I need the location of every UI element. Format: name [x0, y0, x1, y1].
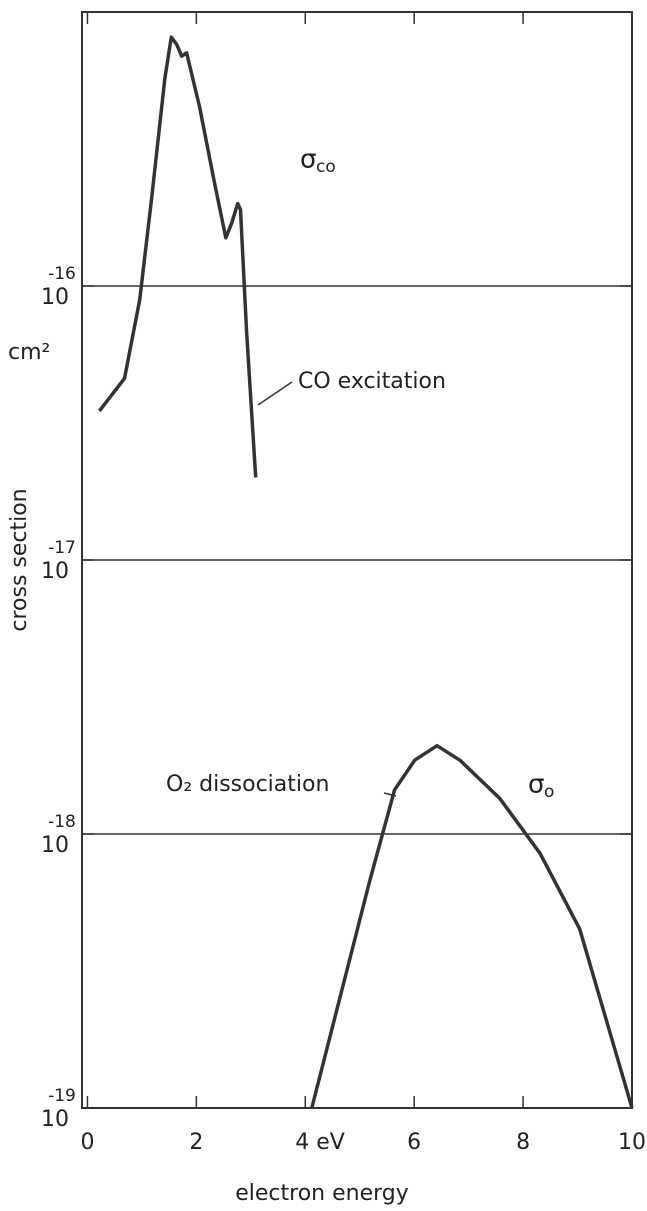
y-tick-exponent: -17	[48, 538, 76, 558]
annotation-symbol: σ	[528, 770, 544, 800]
annotation-subscript: o	[544, 782, 554, 802]
y-tick-label: 10	[41, 285, 69, 310]
x-tick-label: 2	[189, 1130, 203, 1155]
x-tick-label: 10	[618, 1130, 646, 1155]
annotation: σ co	[300, 145, 336, 178]
series-line	[310, 743, 634, 1109]
y-tick-exponent: -19	[48, 1086, 76, 1106]
x-tick-label: 0	[80, 1130, 94, 1155]
x-tick-label: 6	[407, 1130, 421, 1155]
x-axis-label: electron energy	[235, 1181, 409, 1206]
y-tick-label: 10	[41, 833, 69, 858]
y-tick-label: 10	[41, 559, 69, 584]
x-tick-label: 4 eV	[295, 1130, 345, 1155]
y-tick-exponent: -18	[48, 812, 76, 832]
y-axis-unit: cm²	[8, 340, 50, 365]
series-line	[98, 35, 258, 478]
y-tick-exponent: -16	[48, 264, 76, 284]
series-label: O₂ dissociation	[166, 772, 329, 797]
leader-line	[257, 381, 293, 406]
y-axis-label: cross section	[7, 488, 32, 631]
annotation-symbol: σ	[300, 145, 316, 175]
series-label: CO excitation	[298, 369, 446, 394]
x-tick-label: 8	[516, 1130, 530, 1155]
y-tick-label: 10	[41, 1107, 69, 1132]
annotation-subscript: co	[316, 157, 336, 177]
